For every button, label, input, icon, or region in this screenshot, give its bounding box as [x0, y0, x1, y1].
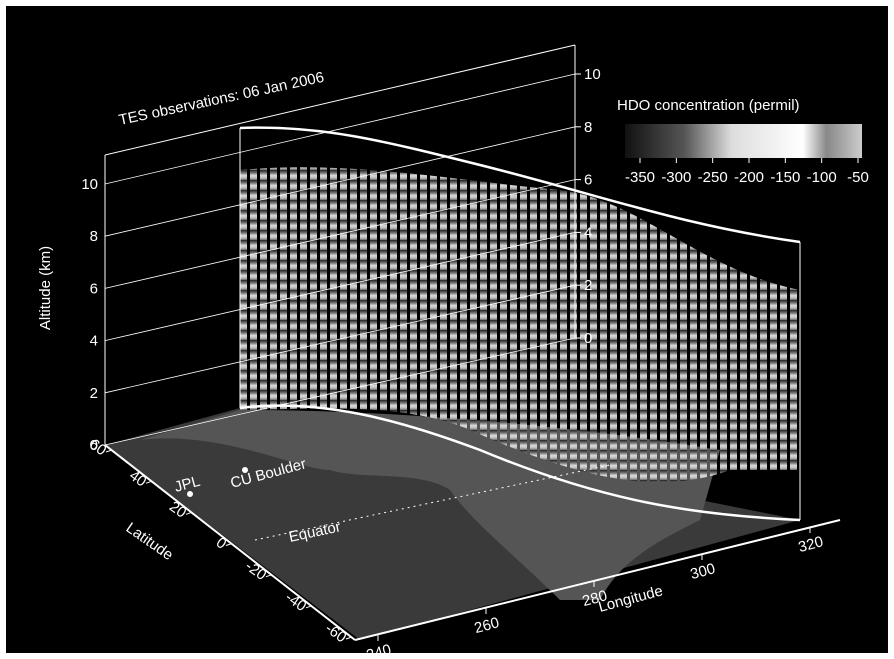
y2-tick-label: 4: [584, 224, 592, 241]
y2-tick-label: 8: [584, 119, 592, 136]
y-tick-label: 4: [90, 333, 98, 350]
colorbar-tick-label: -100: [807, 169, 837, 186]
y-tick-label: 8: [90, 228, 98, 245]
colorbar: [625, 124, 862, 158]
colorbar-tick-label: -150: [770, 169, 800, 186]
y2-tick-label: 10: [584, 66, 601, 83]
y-tick-label: 10: [81, 176, 98, 193]
colorbar-label: HDO concentration (permil): [617, 97, 800, 114]
colorbar-tick-label: -300: [661, 169, 691, 186]
colorbar-tick-label: -350: [625, 169, 655, 186]
colorbar-tick-label: -200: [734, 169, 764, 186]
page: {"title": "TES observations: 06 Jan 2006…: [0, 0, 894, 659]
y2-tick-label: 6: [584, 172, 592, 189]
colorbar-tick-label: -50: [847, 169, 869, 186]
figure: TES observations: 06 Jan 2006 Altitude (…: [0, 0, 894, 659]
y2-tick-label: 2: [584, 277, 592, 294]
colorbar-tick-label: -250: [698, 169, 728, 186]
y-tick-label: 6: [90, 280, 98, 297]
y2-tick-label: 0: [584, 330, 592, 347]
y-axis-label: Altitude (km): [37, 246, 54, 330]
y-tick-label: 2: [90, 385, 98, 402]
